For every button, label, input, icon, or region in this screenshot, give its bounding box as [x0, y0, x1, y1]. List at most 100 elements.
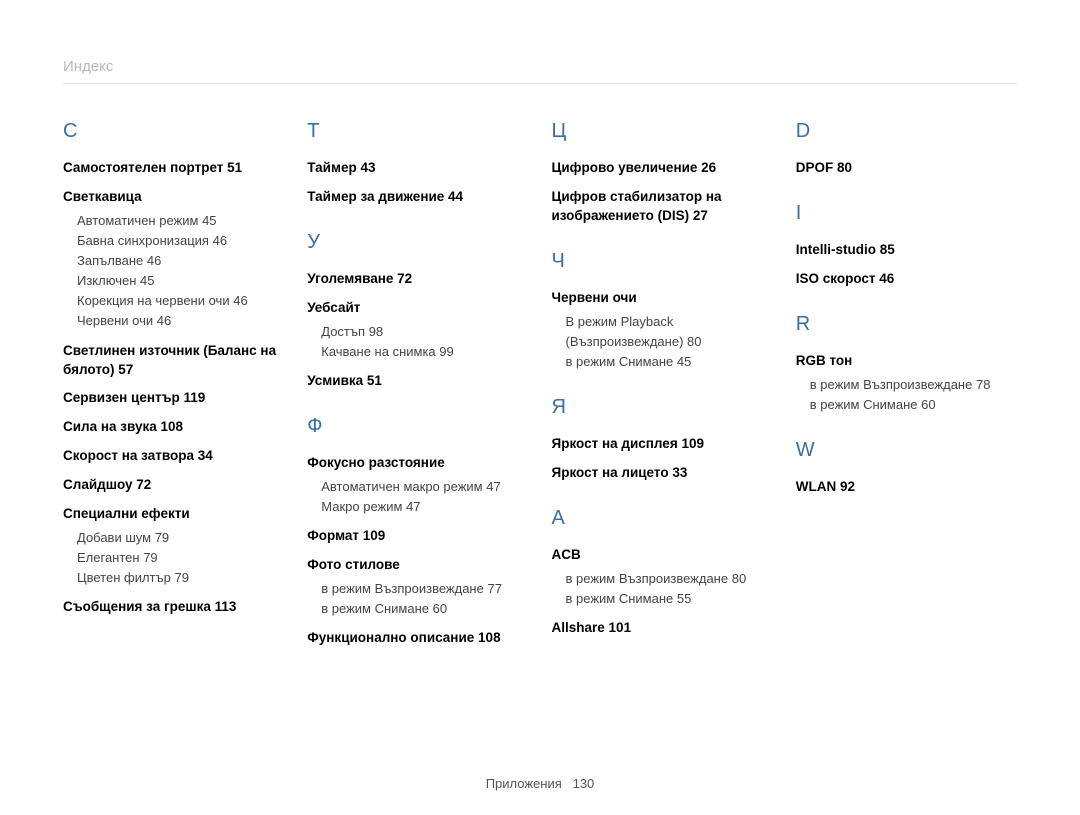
entry-page: 51 — [367, 373, 382, 388]
sub-item-page: 46 — [147, 253, 161, 268]
letter-heading: I — [796, 202, 1020, 225]
entry-title-text: Светкавица — [63, 189, 142, 204]
entry-title-text: Скорост на затвора — [63, 448, 194, 463]
index-entry: Функционално описание 108 — [307, 629, 531, 648]
entry-page: 44 — [448, 189, 463, 204]
index-entry: Формат 109 — [307, 527, 531, 546]
entry-title: Яркост на лицето 33 — [552, 464, 776, 483]
sub-list: Достъп 98Качване на снимка 99 — [307, 322, 531, 362]
sub-item-page: 46 — [233, 293, 247, 308]
letter-section: УУголемяване 72УебсайтДостъп 98Качване н… — [307, 231, 531, 391]
footer-label: Приложения — [486, 776, 562, 791]
sub-item-text: Автоматичен макро режим — [321, 479, 482, 494]
entry-page: 72 — [136, 477, 151, 492]
sub-item-text: Корекция на червени очи — [77, 293, 230, 308]
entry-title-text: Яркост на дисплея — [552, 436, 678, 451]
index-entry: Цифрово увеличение 26 — [552, 159, 776, 178]
sub-item-text: В режим Playback (Възпроизвеждане) — [566, 314, 684, 349]
letter-heading: Т — [307, 120, 531, 143]
index-entry: Intelli-studio 85 — [796, 241, 1020, 260]
letter-heading: Ц — [552, 120, 776, 143]
sub-item: Изключен 45 — [77, 271, 287, 291]
entry-title: Фото стилове — [307, 556, 531, 575]
sub-item: Достъп 98 — [321, 322, 531, 342]
letter-section: ЧЧервени очиВ режим Playback (Възпроизве… — [552, 250, 776, 372]
entry-title-text: Слайдшоу — [63, 477, 133, 492]
sub-item: Червени очи 46 — [77, 311, 287, 331]
sub-item: Автоматичен макро режим 47 — [321, 477, 531, 497]
index-entry: Съобщения за грешка 113 — [63, 598, 287, 617]
sub-item-text: в режим Снимане — [321, 601, 429, 616]
sub-list: в режим Възпроизвеждане 77в режим Сниман… — [307, 579, 531, 619]
entry-title: Светлинен източник (Баланс на бялото) 57 — [63, 342, 287, 380]
index-entry: RGB тонв режим Възпроизвеждане 78в режим… — [796, 352, 1020, 415]
sub-item-page: 47 — [486, 479, 500, 494]
letter-heading: У — [307, 231, 531, 254]
entry-title-text: ACB — [552, 547, 581, 562]
entry-title-text: DPOF — [796, 160, 834, 175]
entry-page: 34 — [198, 448, 213, 463]
letter-section: DDPOF 80 — [796, 120, 1020, 178]
entry-page: 101 — [609, 620, 632, 635]
entry-title: Intelli-studio 85 — [796, 241, 1020, 260]
entry-title: Таймер 43 — [307, 159, 531, 178]
entry-title: Червени очи — [552, 289, 776, 308]
letter-section: ЦЦифрово увеличение 26Цифров стабилизато… — [552, 120, 776, 226]
sub-item-text: в режим Снимане — [566, 591, 674, 606]
sub-list: Добави шум 79Елегантен 79Цветен филтър 7… — [63, 528, 287, 588]
entry-title-text: Светлинен източник (Баланс на бялото) — [63, 343, 276, 377]
entry-title-text: Червени очи — [552, 290, 637, 305]
entry-title: Самостоятелен портрет 51 — [63, 159, 287, 178]
entry-title: DPOF 80 — [796, 159, 1020, 178]
letter-section: RRGB тонв режим Възпроизвеждане 78в режи… — [796, 313, 1020, 415]
index-entry: DPOF 80 — [796, 159, 1020, 178]
letter-section: Т Таймер 43 Таймер за движение 44 — [307, 120, 531, 207]
sub-item-page: 47 — [406, 499, 420, 514]
sub-item-page: 99 — [439, 344, 453, 359]
entry-title-text: Формат — [307, 528, 359, 543]
sub-item: Качване на снимка 99 — [321, 342, 531, 362]
sub-item-page: 46 — [213, 233, 227, 248]
index-entry: ISO скорост 46 — [796, 270, 1020, 289]
index-entry: Скорост на затвора 34 — [63, 447, 287, 466]
entry-title-text: Функционално описание — [307, 630, 474, 645]
index-entry: Фото стилове в режим Възпроизвеждане 77в … — [307, 556, 531, 619]
entry-title: Скорост на затвора 34 — [63, 447, 287, 466]
entry-title: Усмивка 51 — [307, 372, 531, 391]
entry-page: 57 — [118, 362, 133, 377]
entry-page: 27 — [693, 208, 708, 223]
entry-title: Allshare 101 — [552, 619, 776, 638]
entry-title-text: Таймер — [307, 160, 356, 175]
entry-page: 119 — [183, 390, 205, 405]
index-entry: Сервизен център 119 — [63, 389, 287, 408]
sub-item-page: 45 — [202, 213, 216, 228]
sub-item: в режим Възпроизвеждане 80 — [566, 569, 776, 589]
entry-title: Таймер за движение 44 — [307, 188, 531, 207]
sub-item: Автоматичен режим 45 — [77, 211, 287, 231]
entry-title: Яркост на дисплея 109 — [552, 435, 776, 454]
entry-title-text: Самостоятелен портрет — [63, 160, 223, 175]
letter-heading: С — [63, 120, 287, 143]
entry-title: Уголемяване 72 — [307, 270, 531, 289]
index-entry: Таймер 43 — [307, 159, 531, 178]
sub-item-text: Елегантен — [77, 550, 140, 565]
index-entry: ACB в режим Възпроизвеждане 80 в режим Сни… — [552, 546, 776, 609]
sub-item: в режим Снимане 60 — [321, 599, 531, 619]
entry-page: 33 — [672, 465, 687, 480]
sub-item: в режим Възпроизвеждане 78 — [810, 375, 1020, 395]
sub-item-text: Качване на снимка — [321, 344, 435, 359]
entry-page: 109 — [681, 436, 704, 451]
letter-section: С Самостоятелен портрет 51 Светкавица Автом… — [63, 120, 287, 617]
entry-title: ISO скорост 46 — [796, 270, 1020, 289]
entry-title: ACB — [552, 546, 776, 565]
index-column: Т Таймер 43 Таймер за движение 44 У Уголемяв… — [307, 120, 551, 658]
entry-page: 80 — [837, 160, 852, 175]
sub-item: Бавна синхронизация 46 — [77, 231, 287, 251]
sub-item-page: 79 — [143, 550, 157, 565]
entry-title-text: ISO скорост — [796, 271, 876, 286]
sub-item-page: 80 — [687, 334, 701, 349]
index-entry: Таймер за движение 44 — [307, 188, 531, 207]
entry-page: 108 — [161, 419, 184, 434]
entry-page: 43 — [360, 160, 375, 175]
entry-page: 72 — [397, 271, 412, 286]
